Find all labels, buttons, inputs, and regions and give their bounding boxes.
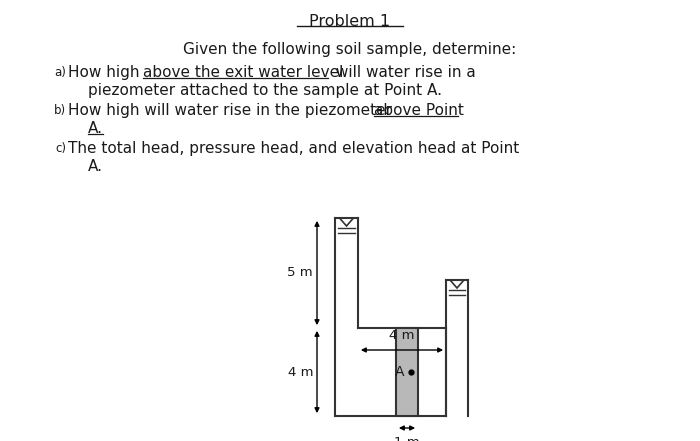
Text: b): b): [54, 104, 66, 117]
Text: 4 m: 4 m: [389, 329, 414, 342]
Text: How high: How high: [68, 65, 144, 80]
Text: a): a): [54, 66, 66, 79]
Text: piezometer attached to the sample at Point A.: piezometer attached to the sample at Poi…: [88, 83, 442, 98]
Text: A.: A.: [88, 121, 103, 136]
Text: 5 m: 5 m: [288, 266, 313, 280]
Text: 1 m: 1 m: [394, 436, 420, 441]
Bar: [396, 328, 418, 416]
Text: c): c): [55, 142, 66, 155]
Text: above the exit water level: above the exit water level: [143, 65, 344, 80]
Text: A: A: [395, 365, 404, 379]
Text: 4 m: 4 m: [288, 366, 313, 378]
Text: will water rise in a: will water rise in a: [331, 65, 476, 80]
Text: How high will water rise in the piezometer: How high will water rise in the piezomet…: [68, 103, 397, 118]
Text: Given the following soil sample, determine:: Given the following soil sample, determi…: [183, 42, 517, 57]
Text: A.: A.: [88, 159, 103, 174]
Text: The total head, pressure head, and elevation head at Point: The total head, pressure head, and eleva…: [68, 141, 519, 156]
Text: above Point: above Point: [374, 103, 464, 118]
Text: Problem 1: Problem 1: [309, 14, 391, 29]
